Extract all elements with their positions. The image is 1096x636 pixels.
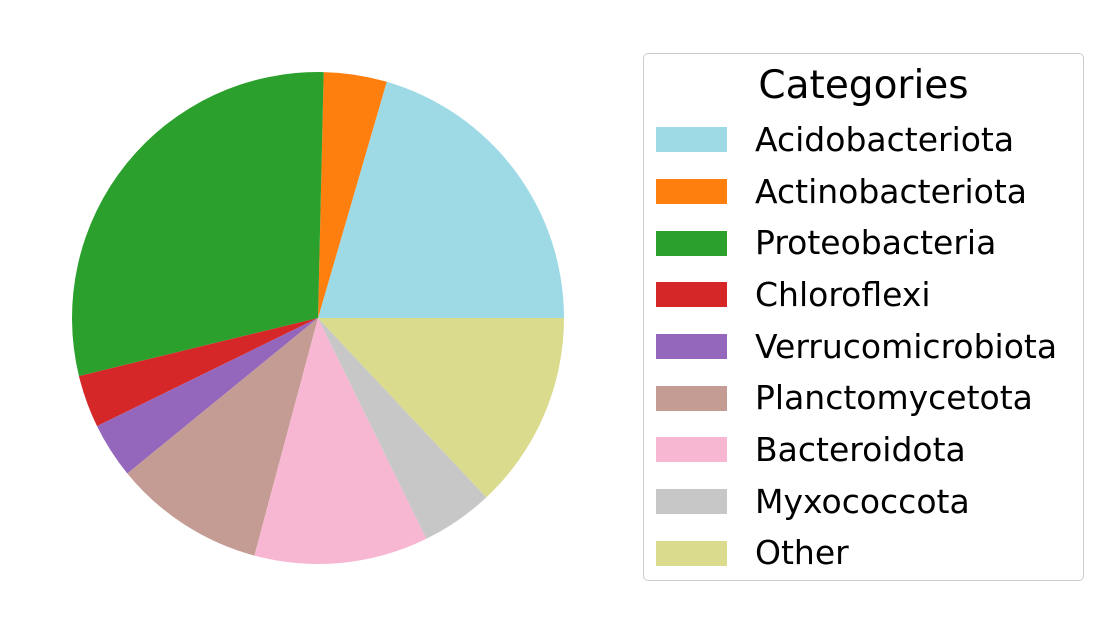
legend-label: Proteobacteria xyxy=(755,223,997,263)
legend-swatch xyxy=(656,179,727,205)
pie-slice xyxy=(318,81,564,318)
pie-chart xyxy=(71,72,564,564)
legend-label: Bacteroidota xyxy=(755,429,966,469)
legend-label: Myxococcota xyxy=(755,481,970,521)
pie-slice xyxy=(318,318,564,498)
legend-swatch xyxy=(656,540,727,566)
legend-item: Other xyxy=(656,528,1057,580)
legend-item: Acidobacteriota xyxy=(656,114,1057,166)
legend-label: Acidobacteriota xyxy=(755,119,1015,159)
legend-swatch xyxy=(656,127,727,153)
legend-swatch xyxy=(656,489,727,515)
legend-item: Myxococcota xyxy=(656,476,1057,528)
legend-item: Chloroflexi xyxy=(656,269,1057,321)
legend-item: Planctomycetota xyxy=(656,372,1057,424)
pie-slice xyxy=(254,318,427,564)
legend-swatch xyxy=(656,385,727,411)
pie-slices xyxy=(71,72,564,564)
legend-item: Proteobacteria xyxy=(656,217,1057,269)
legend-item: Verrucomicrobiota xyxy=(656,321,1057,373)
legend-list: Acidobacteriota Actinobacteriota Proteobac… xyxy=(656,114,1057,579)
pie-slice xyxy=(318,318,487,539)
legend-item: Actinobacteriota xyxy=(656,166,1057,218)
legend-swatch xyxy=(656,334,727,360)
legend-label: Planctomycetota xyxy=(755,378,1033,418)
legend-title: Categories xyxy=(758,63,969,108)
pie-slice xyxy=(78,318,318,427)
pie-slice xyxy=(97,318,318,474)
legend: Categories Acidobacteriota Actinobacterio… xyxy=(643,53,1084,581)
legend-label: Other xyxy=(755,533,849,573)
legend-swatch xyxy=(656,282,727,308)
pie-slice xyxy=(71,72,324,377)
legend-item: Bacteroidota xyxy=(656,424,1057,476)
legend-label: Chloroflexi xyxy=(755,274,931,314)
pie-slice xyxy=(127,318,318,556)
legend-label: Actinobacteriota xyxy=(755,171,1027,211)
legend-swatch xyxy=(656,437,727,463)
pie-slice xyxy=(318,72,387,318)
legend-swatch xyxy=(656,230,727,256)
legend-label: Verrucomicrobiota xyxy=(755,326,1058,366)
